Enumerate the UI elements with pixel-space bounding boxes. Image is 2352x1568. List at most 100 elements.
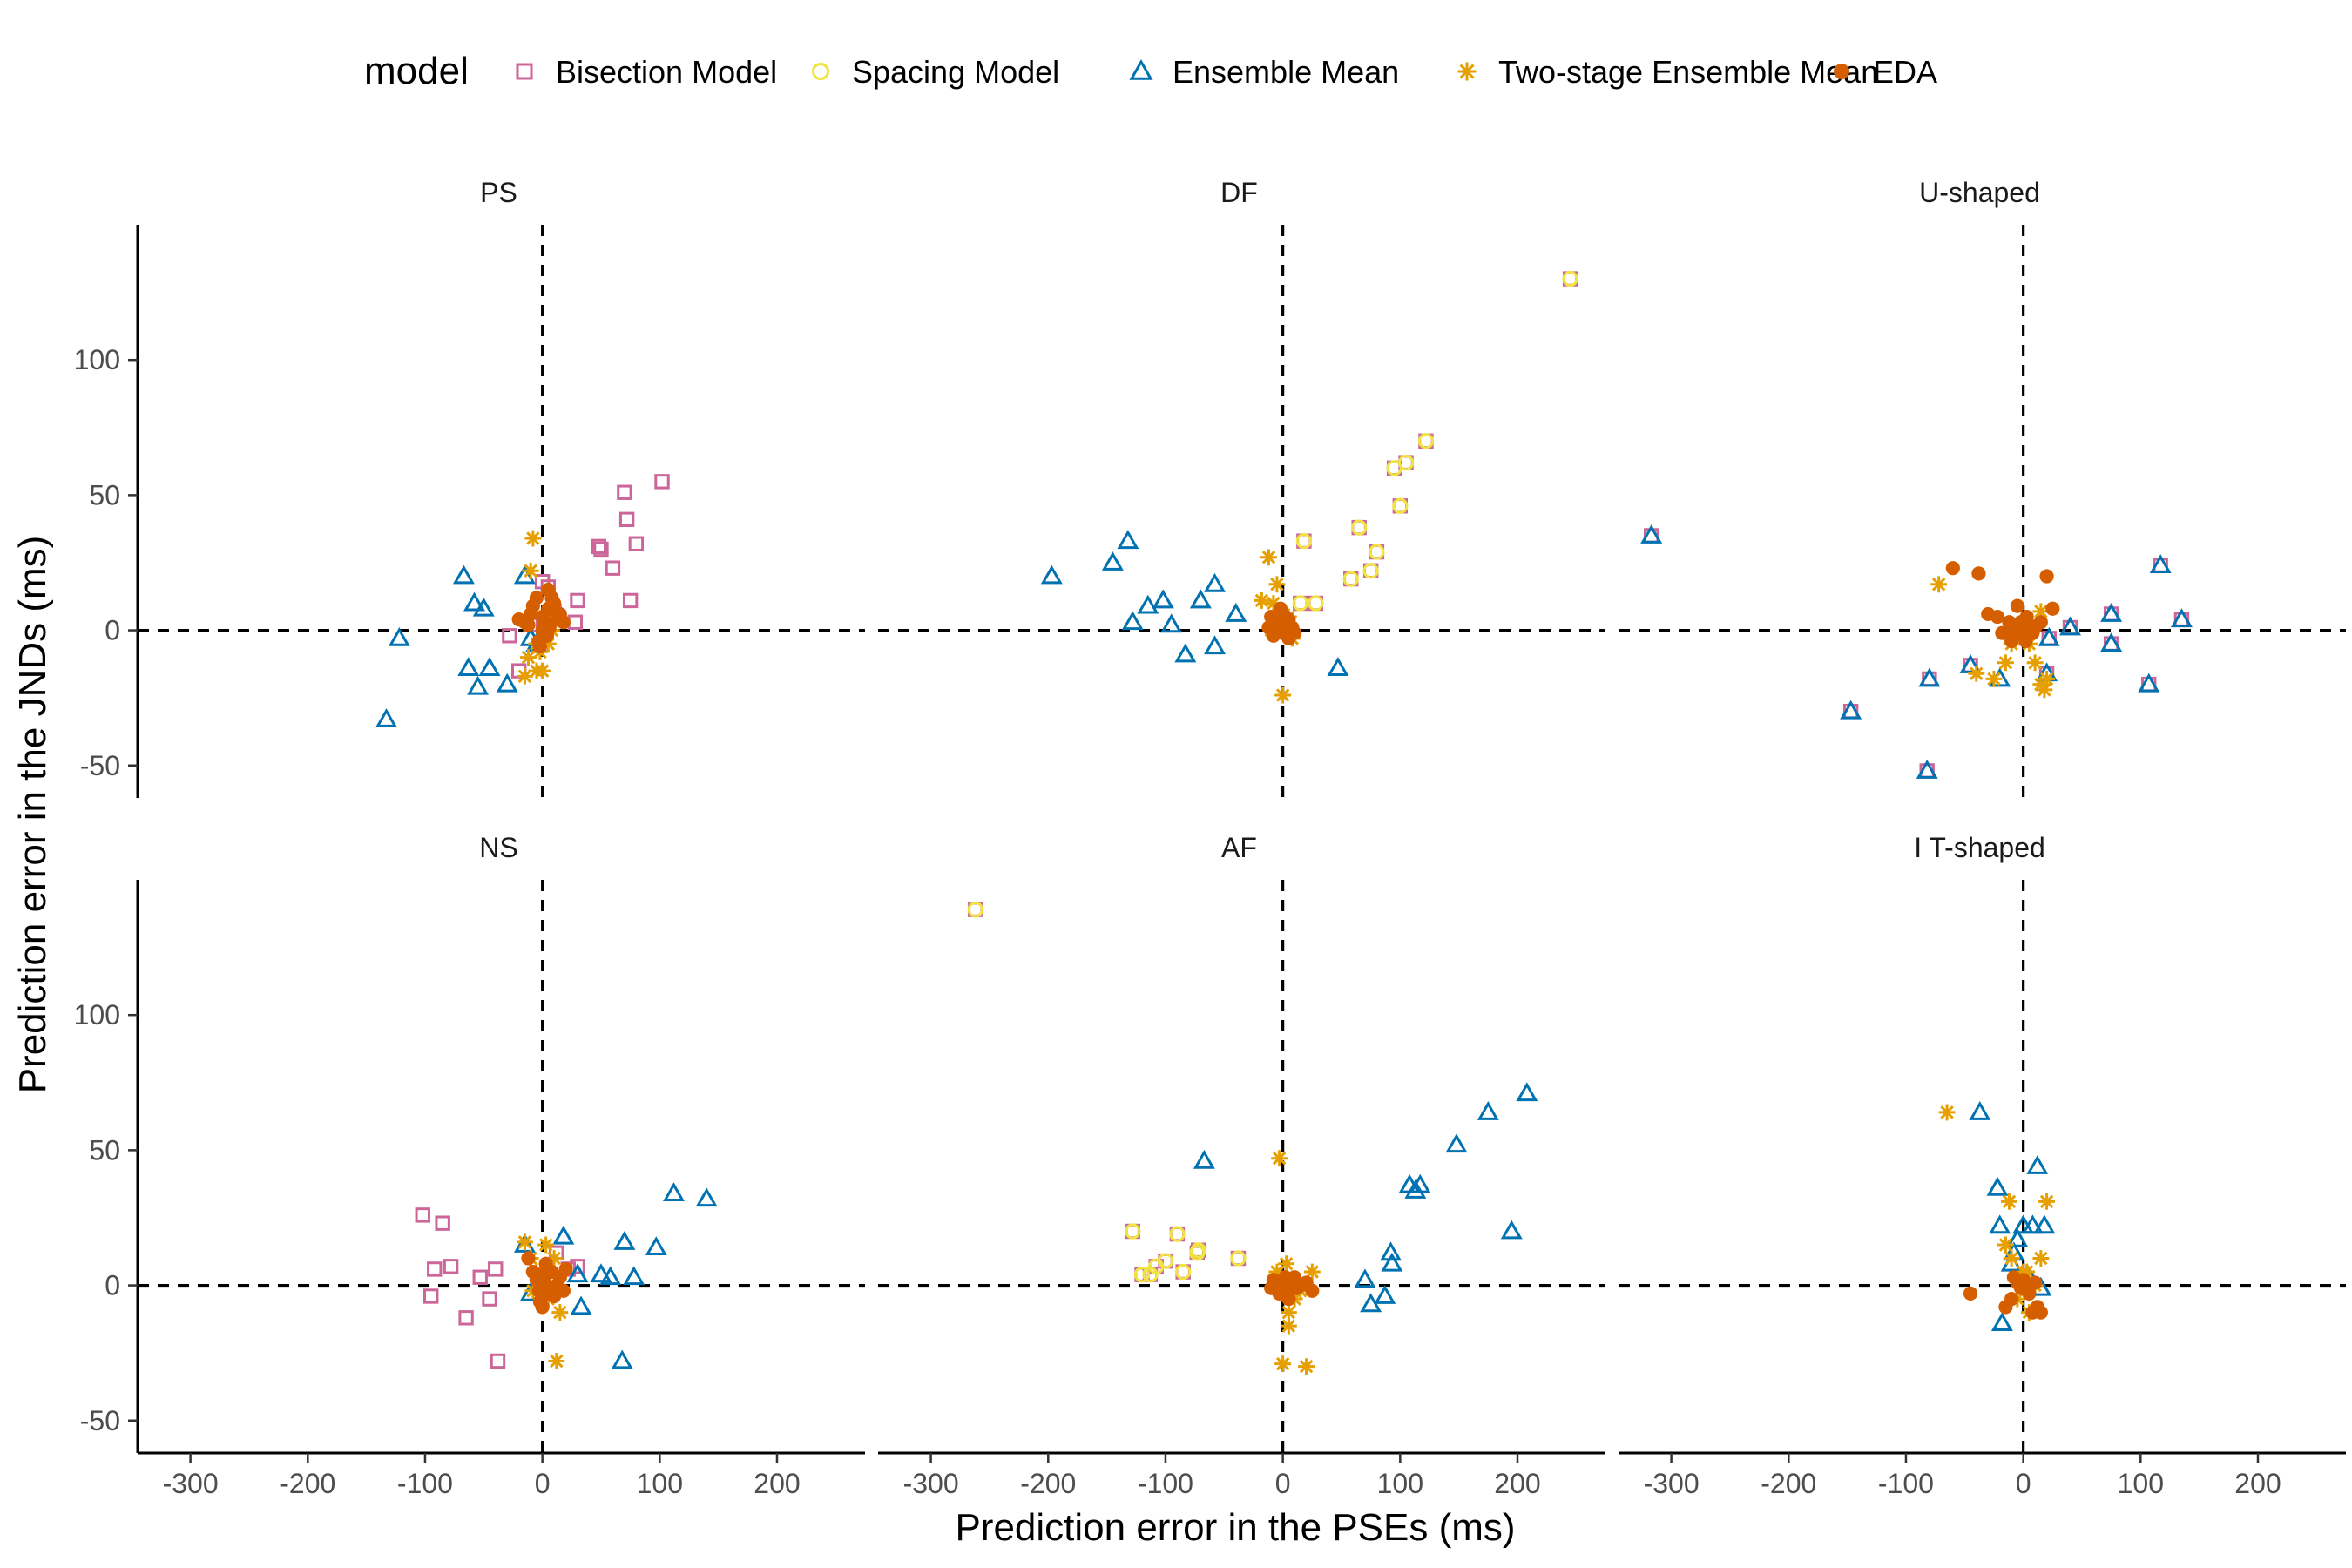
data-point xyxy=(534,663,551,679)
data-point xyxy=(1254,592,1270,609)
panels: PS-50050100DF U-shapedNS-50050100-300 -200… xyxy=(74,177,2346,1499)
data-point xyxy=(521,1251,535,1265)
series-ensemble-mean xyxy=(1196,1085,1536,1310)
data-point xyxy=(1564,272,1577,285)
data-point xyxy=(1991,1217,2009,1232)
panel-ns: NS -50 0 50 100 -300 -200 -100 0 100 200 xyxy=(74,832,865,1499)
data-point xyxy=(1989,1179,2006,1194)
y-tick-label: 0 xyxy=(105,615,120,646)
x-tick-label: -100 xyxy=(397,1468,453,1499)
legend-item: Ensemble Mean xyxy=(1132,54,1399,90)
y-tick-label: 50 xyxy=(89,1134,120,1166)
data-point xyxy=(1227,605,1245,620)
data-point xyxy=(1278,1255,1294,1272)
legend-item: Two-stage Ensemble Mean xyxy=(1458,54,1879,90)
data-point xyxy=(390,630,408,645)
data-point xyxy=(523,563,539,579)
data-point xyxy=(2034,1306,2048,1320)
data-point xyxy=(1309,597,1322,610)
data-point xyxy=(1353,521,1366,534)
x-tick-label: 0 xyxy=(2016,1468,2031,1499)
data-point xyxy=(1394,499,1407,512)
x-tick-label: -100 xyxy=(1878,1468,1934,1499)
data-point xyxy=(1278,623,1292,637)
x-tick-label: 0 xyxy=(1275,1468,1291,1499)
data-point xyxy=(1154,592,1172,607)
y-axis-title: Prediction error in the JNDs (ms) xyxy=(11,536,54,1094)
data-point xyxy=(1043,568,1060,583)
data-point xyxy=(1968,666,1984,682)
data-point xyxy=(557,1284,571,1298)
legend-label: Two-stage Ensemble Mean xyxy=(1498,54,1878,90)
data-point xyxy=(1192,592,1209,607)
data-point xyxy=(1479,1104,1497,1119)
data-point xyxy=(456,568,473,583)
data-point xyxy=(2039,569,2053,583)
data-point xyxy=(1163,616,1180,631)
data-point xyxy=(416,1209,429,1221)
panel-title: I T-shaped xyxy=(1914,832,2045,863)
series-bisection-model xyxy=(1294,273,1577,610)
legend-key-square-open xyxy=(517,64,531,78)
series-ensemble-mean xyxy=(1043,532,1346,674)
panel-title: U-shaped xyxy=(1919,177,2040,208)
data-point xyxy=(1971,1104,1989,1119)
data-point xyxy=(625,1268,643,1283)
data-point xyxy=(2038,1193,2055,1210)
legend: model Bisection Model Spacing Model Ensembl… xyxy=(364,50,1937,92)
x-tick-label: -200 xyxy=(1020,1468,1076,1499)
x-tick-label: -300 xyxy=(903,1468,959,1499)
data-point xyxy=(537,1237,554,1254)
data-point xyxy=(1364,564,1377,578)
data-point xyxy=(1370,545,1383,558)
x-tick-label: -200 xyxy=(280,1468,335,1499)
series-ensemble-mean xyxy=(1643,527,2191,777)
data-point xyxy=(624,594,636,606)
data-point xyxy=(2027,654,2044,671)
series-eda xyxy=(512,583,571,653)
data-point xyxy=(2029,1158,2046,1173)
data-point xyxy=(2034,615,2048,629)
legend-title: model xyxy=(364,50,469,92)
data-point xyxy=(481,659,498,674)
data-point xyxy=(543,1281,557,1295)
panel-title: NS xyxy=(479,832,517,863)
data-point xyxy=(647,1239,665,1254)
y-tick-label: 100 xyxy=(74,344,120,375)
series-spacing-model xyxy=(969,902,1245,1281)
data-point xyxy=(1939,1104,1956,1120)
data-point xyxy=(1260,549,1277,565)
data-point xyxy=(1274,602,1288,616)
data-point xyxy=(569,616,581,628)
data-point xyxy=(517,668,533,685)
data-point xyxy=(1119,532,1137,547)
data-point xyxy=(1448,1136,1465,1151)
data-point xyxy=(517,1233,533,1250)
data-point xyxy=(698,1190,715,1205)
data-point xyxy=(1963,1287,1977,1301)
y-tick-label: 50 xyxy=(89,479,120,510)
x-tick-label: -200 xyxy=(1761,1468,1816,1499)
data-point xyxy=(491,1355,504,1367)
data-point xyxy=(606,562,618,574)
data-point xyxy=(483,1293,496,1305)
x-tick-label: 100 xyxy=(1377,1468,1423,1499)
data-point xyxy=(1196,1152,1213,1167)
data-point xyxy=(533,1294,547,1308)
panel-i-t-shaped: I T-shaped-300 -200 -100 0 100 200 xyxy=(1619,832,2346,1499)
data-point xyxy=(1271,1150,1288,1166)
panel-ps: PS-50050100 xyxy=(74,177,865,798)
data-point xyxy=(470,679,487,693)
x-tick-label: 200 xyxy=(754,1468,800,1499)
series-eda xyxy=(1963,1270,2048,1320)
data-point xyxy=(1986,671,2003,687)
x-tick-label: 100 xyxy=(2118,1468,2164,1499)
data-point xyxy=(2032,1250,2049,1267)
data-point xyxy=(1206,576,1224,591)
data-point xyxy=(618,486,631,498)
series-two-stage-ensemble-mean xyxy=(1268,1150,1320,1375)
data-point xyxy=(1297,534,1310,547)
data-point xyxy=(1177,1265,1190,1278)
x-tick-label: -300 xyxy=(1644,1468,1700,1499)
